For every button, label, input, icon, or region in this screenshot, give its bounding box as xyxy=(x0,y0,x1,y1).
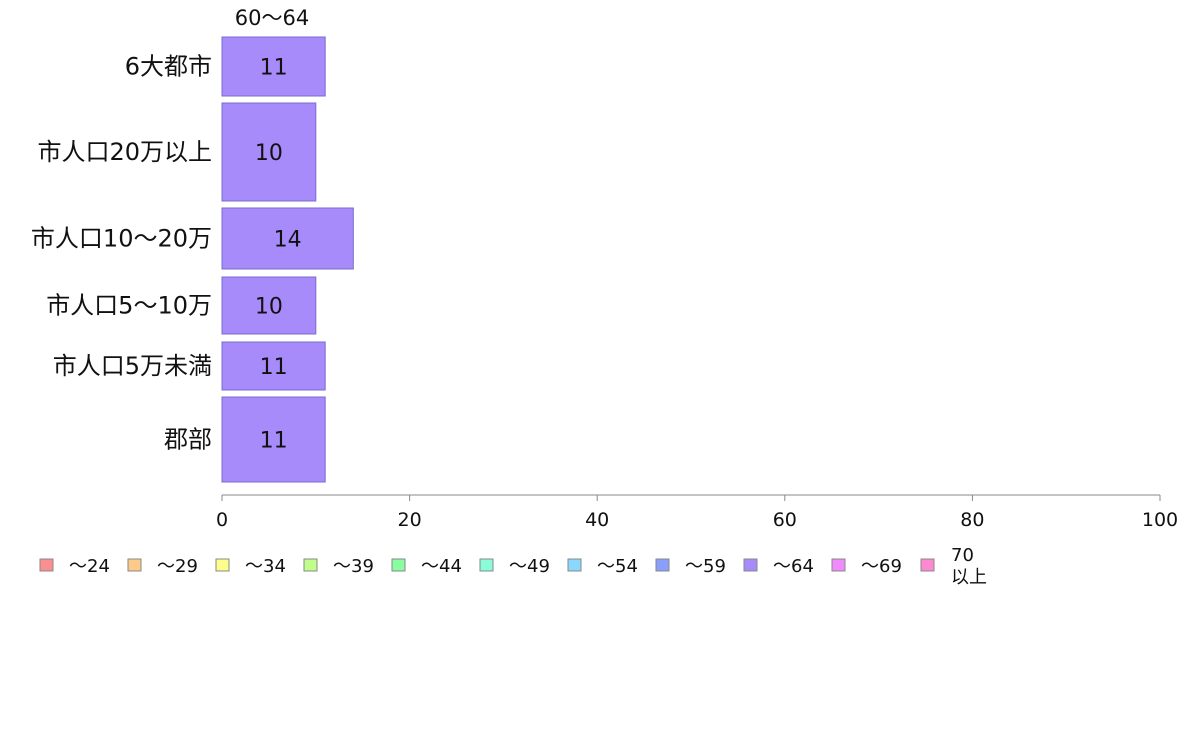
bar xyxy=(221,36,326,97)
legend-swatch xyxy=(215,558,230,572)
legend-label: 〜64 xyxy=(773,556,814,577)
legend-label: 以上 xyxy=(951,567,987,588)
legend-label: 〜39 xyxy=(333,556,374,577)
legend-swatch xyxy=(567,558,582,572)
x-tick-label: 0 xyxy=(216,509,228,531)
legend-label: 〜59 xyxy=(685,556,726,577)
x-axis: 0 20 40 60 80 100 xyxy=(216,494,1178,531)
bar-value-label: 11 xyxy=(260,429,288,454)
bar-value-label: 10 xyxy=(255,141,283,166)
legend-label: 70 xyxy=(951,545,974,566)
x-tick-label: 20 xyxy=(398,509,422,531)
bar-value-label: 14 xyxy=(274,228,302,253)
legend-label: 〜69 xyxy=(861,556,902,577)
legend-swatch xyxy=(655,558,670,572)
bar-value-label: 10 xyxy=(255,295,283,320)
bar xyxy=(221,341,326,391)
x-tick-label: 100 xyxy=(1142,509,1178,531)
legend-swatch xyxy=(303,558,318,572)
category-label: 市人口5〜10万 xyxy=(46,292,212,320)
bar xyxy=(221,396,326,483)
legend-label: 〜24 xyxy=(69,556,110,577)
legend-swatch xyxy=(127,558,142,572)
bar xyxy=(221,102,317,202)
bar xyxy=(221,207,354,270)
x-tick-label: 80 xyxy=(960,509,984,531)
legend-swatch xyxy=(479,558,494,572)
category-label: 6大都市 xyxy=(125,53,212,81)
series-header: 60〜64 xyxy=(235,6,309,30)
legend-label: 〜54 xyxy=(597,556,638,577)
category-label: 市人口20万以上 xyxy=(37,138,212,166)
bar xyxy=(221,276,317,335)
legend-label: 〜34 xyxy=(245,556,286,577)
x-tick-label: 60 xyxy=(773,509,797,531)
legend-label: 〜44 xyxy=(421,556,462,577)
category-label: 郡部 xyxy=(164,426,212,454)
legend-swatch xyxy=(831,558,846,572)
legend-swatch xyxy=(743,558,758,572)
legend-label: 〜29 xyxy=(157,556,198,577)
x-tick-label: 40 xyxy=(585,509,609,531)
legend-swatch xyxy=(391,558,406,572)
category-label: 市人口5万未満 xyxy=(53,352,212,380)
category-label: 市人口10〜20万 xyxy=(31,225,212,253)
legend-swatch xyxy=(39,558,54,572)
legend-label: 〜49 xyxy=(509,556,550,577)
bar-value-label: 11 xyxy=(260,56,288,81)
bar-value-label: 11 xyxy=(260,355,288,380)
bars-group: 11 10 14 10 11 11 xyxy=(221,36,354,483)
legend-swatch xyxy=(920,558,935,572)
